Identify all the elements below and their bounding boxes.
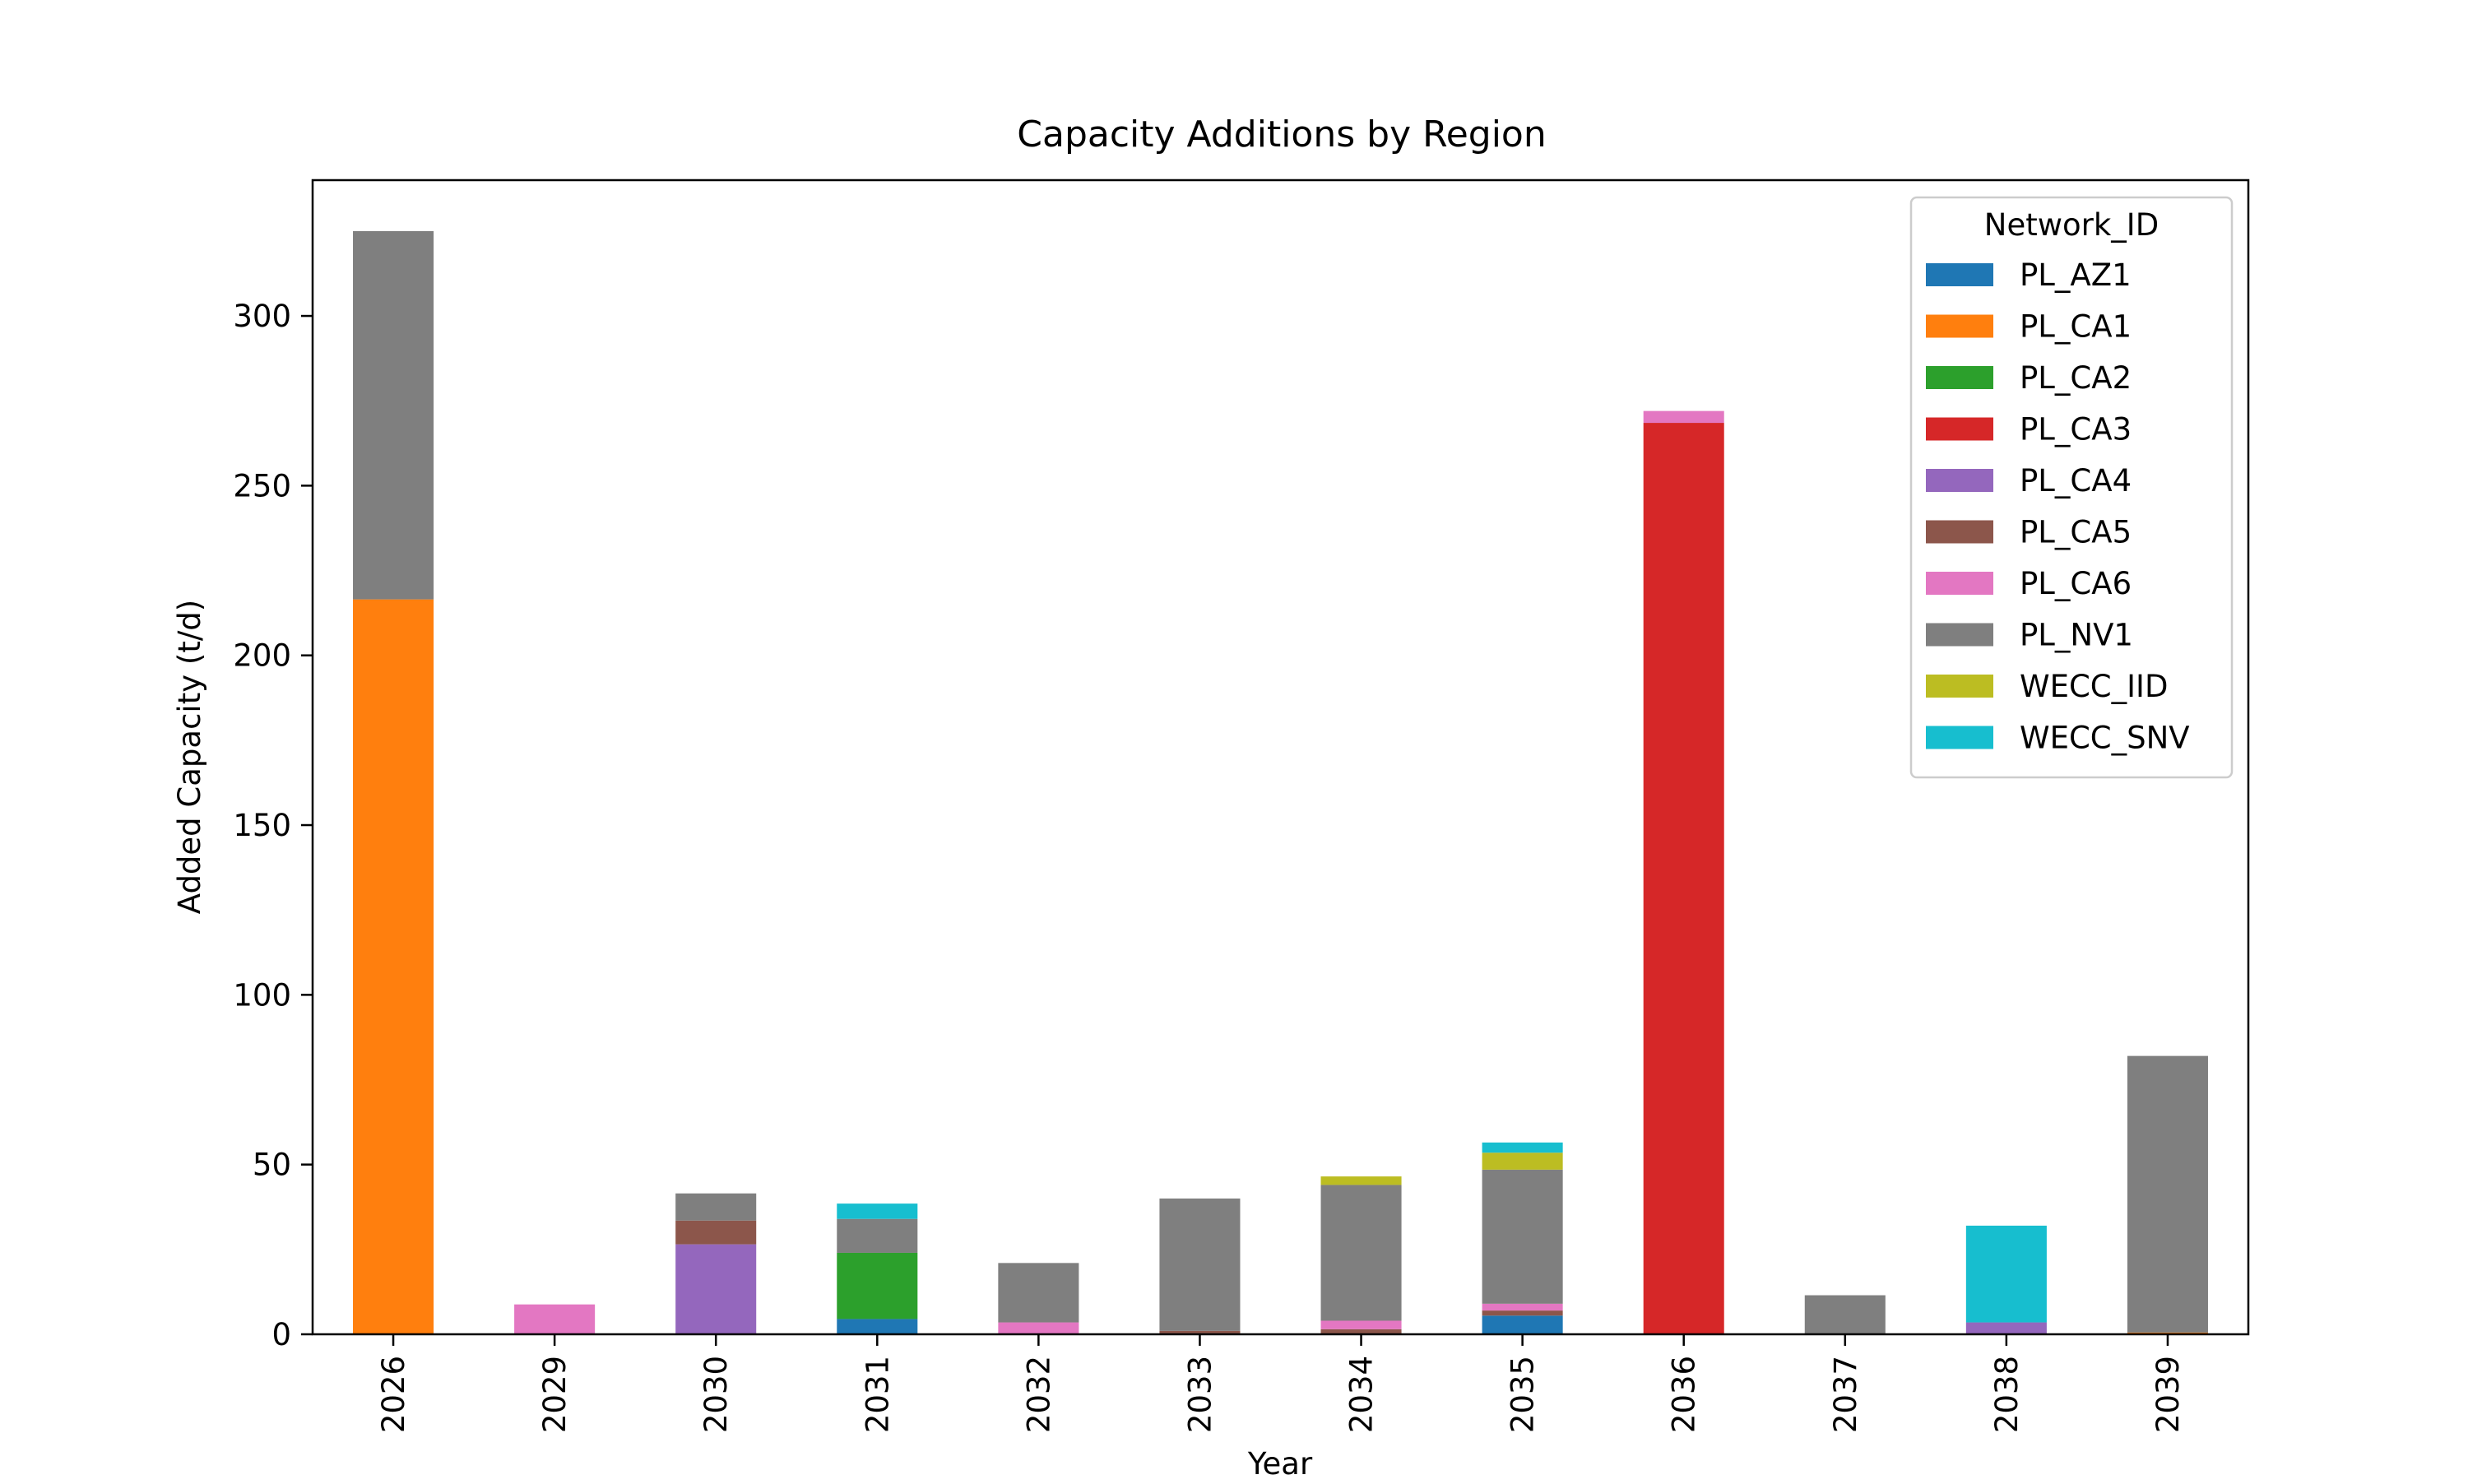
bar-pl-ca2-2031 [837,1252,918,1319]
legend-swatch-wecc-snv [1926,726,1993,749]
bar-pl-ca5-2033 [1159,1330,1241,1334]
bar-pl-nv1-2034 [1320,1185,1402,1321]
legend-label: PL_NV1 [2020,618,2133,653]
bar-pl-ca1-2026 [353,599,434,1334]
bar-pl-ca4-2038 [1965,1322,2047,1334]
x-tick-label: 2031 [860,1356,895,1433]
legend-label: PL_CA4 [2020,463,2132,499]
legend-title: Network_ID [1984,207,2159,243]
y-tick-label: 150 [233,808,291,843]
bar-pl-nv1-2030 [675,1193,757,1221]
legend-swatch-pl-ca3 [1926,417,1993,441]
legend-swatch-pl-ca2 [1926,366,1993,389]
legend-label: WECC_IID [2020,669,2168,704]
bar-wecc-snv-2031 [837,1203,918,1219]
bar-pl-ca5-2034 [1320,1329,1402,1334]
x-tick-label: 2029 [537,1356,573,1433]
legend-swatch-pl-az1 [1926,263,1993,286]
y-tick-label: 200 [233,638,291,674]
legend-label: PL_CA5 [2020,515,2132,550]
bar-pl-ca6-2035 [1482,1303,1563,1311]
x-tick-label: 2037 [1828,1356,1863,1433]
bar-pl-nv1-2039 [2127,1055,2208,1333]
legend-label: PL_AZ1 [2020,257,2132,293]
x-tick-label: 2032 [1021,1356,1056,1433]
bar-wecc-iid-2035 [1482,1152,1563,1170]
bar-pl-ca3-2036 [1643,423,1724,1334]
x-tick-label: 2039 [2150,1356,2186,1433]
bar-pl-nv1-2031 [837,1218,918,1253]
bar-wecc-snv-2038 [1965,1225,2047,1323]
bar-pl-ca5-2030 [675,1220,757,1245]
legend-swatch-wecc-iid [1926,675,1993,698]
bar-pl-ca6-2032 [998,1322,1079,1334]
bar-pl-nv1-2035 [1482,1169,1563,1304]
legend-swatch-pl-nv1 [1926,623,1993,647]
x-axis: 2026 2029 2030 2031 2032 2033 2034 2035 2036 2037… [376,1334,2186,1433]
y-axis: 0 50 100 150 200 250 300 [233,299,313,1352]
bar-pl-ca5-2035 [1482,1310,1563,1316]
x-tick-label: 2033 [1182,1356,1218,1433]
bar-pl-nv1-2033 [1159,1198,1241,1331]
bar-pl-az1-2035 [1482,1315,1563,1334]
bar-pl-ca6-2036 [1643,410,1724,424]
chart-title: Capacity Additions by Region [1017,114,1546,155]
legend-swatch-pl-ca6 [1926,572,1993,595]
bar-wecc-iid-2034 [1320,1176,1402,1185]
bar-pl-az1-2031 [837,1319,918,1334]
plot-frame [311,179,2250,1336]
legend: Network_ID PL_AZ1 PL_CA1 PL_CA2 PL_CA3 PL_CA4… [1909,196,2234,779]
legend-swatch-pl-ca1 [1926,314,1993,338]
x-tick-label: 2035 [1505,1356,1541,1433]
x-tick-label: 2034 [1344,1356,1380,1433]
bar-pl-nv1-2032 [998,1263,1079,1323]
legend-label: WECC_SNV [2020,721,2190,756]
legend-label: PL_CA1 [2020,309,2132,345]
y-axis-label: Added Capacity (t/d) [172,600,207,914]
x-tick-label: 2036 [1667,1356,1702,1433]
bar-pl-ca6-2029 [514,1304,596,1334]
y-tick-label: 250 [233,468,291,503]
legend-swatch-pl-ca5 [1926,520,1993,544]
x-tick-label: 2030 [698,1356,734,1433]
y-tick-label: 0 [271,1317,291,1352]
x-tick-label: 2038 [1989,1356,2025,1433]
bar-pl-ca4-2030 [675,1244,757,1334]
y-tick-label: 300 [233,299,291,334]
bar-pl-nv1-2026 [353,230,434,600]
x-axis-label: Year [1247,1446,1313,1481]
bar-wecc-snv-2035 [1482,1142,1563,1153]
y-tick-label: 100 [233,977,291,1013]
legend-label: PL_CA3 [2020,412,2132,448]
legend-label: PL_CA2 [2020,360,2132,396]
x-tick-label: 2026 [376,1356,411,1433]
bars-layer [353,230,2208,1334]
y-tick-label: 50 [253,1148,291,1183]
legend-swatch-pl-ca4 [1926,469,1993,492]
bar-pl-nv1-2037 [1804,1295,1886,1334]
bar-pl-ca6-2034 [1320,1320,1402,1329]
legend-label: PL_CA6 [2020,566,2132,601]
